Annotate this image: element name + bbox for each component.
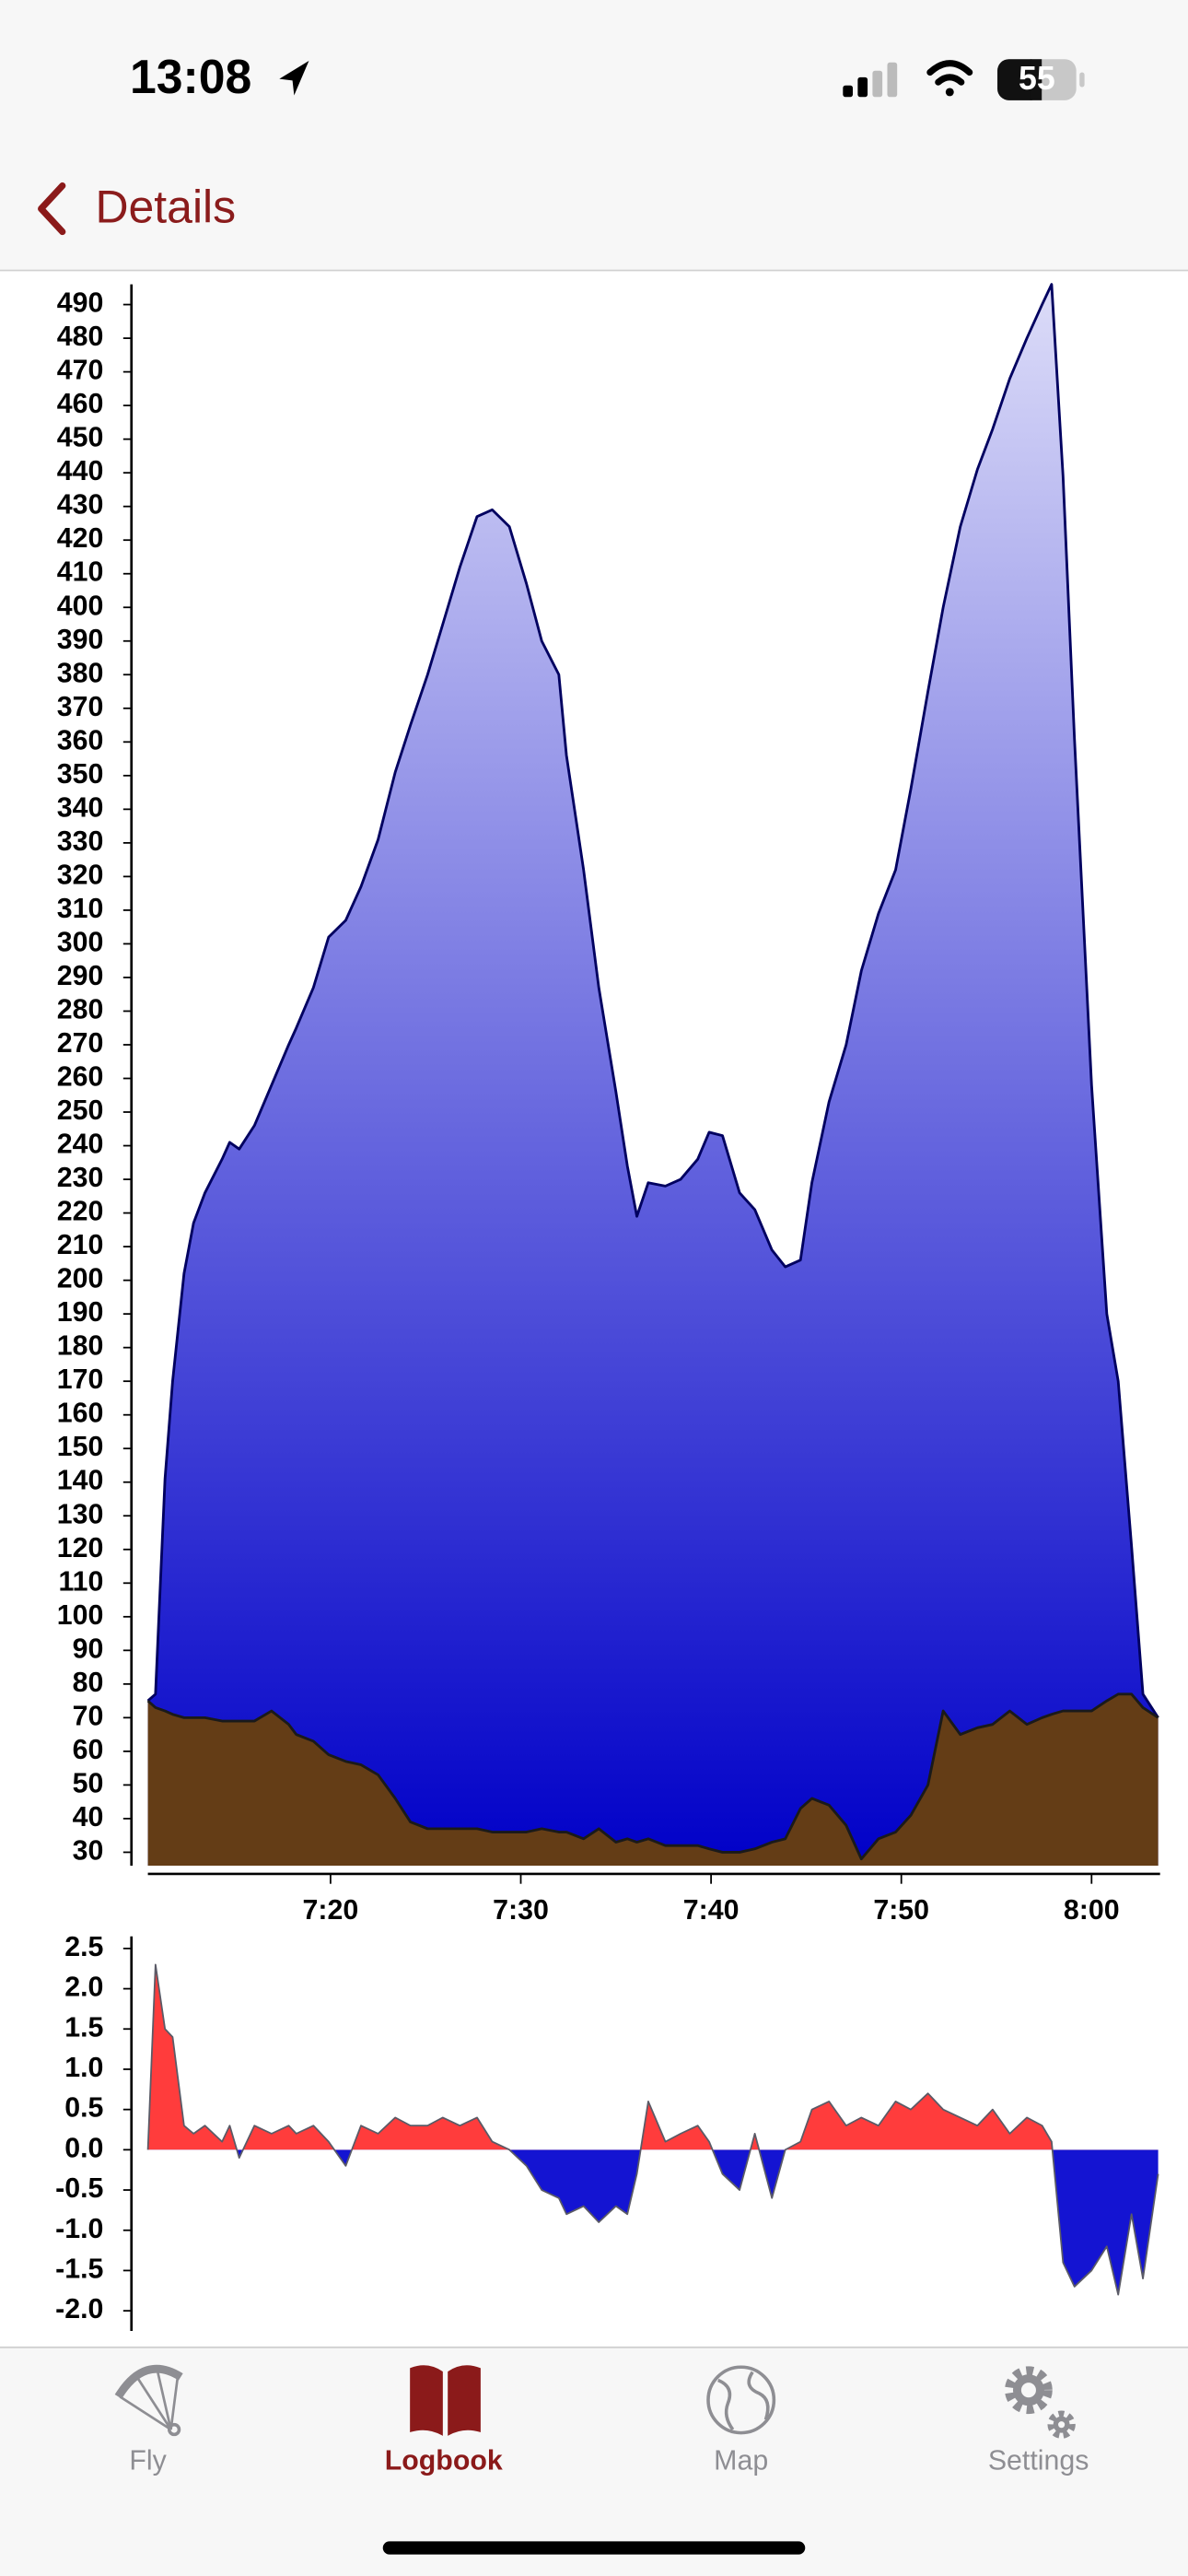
y-tick-label: 2.5: [64, 1932, 103, 1962]
back-chevron: [38, 182, 66, 236]
y-tick-label: 360: [57, 725, 104, 755]
y-tick-label: -1.5: [55, 2254, 103, 2284]
y-tick-label: 230: [57, 1163, 104, 1193]
y-tick-label: 290: [57, 961, 104, 991]
area: [147, 284, 1159, 1867]
y-tick-label: 350: [57, 759, 104, 790]
y-tick-label: 250: [57, 1095, 104, 1126]
y-tick-label: 170: [57, 1364, 104, 1395]
back-button[interactable]: Details: [38, 181, 237, 236]
logbook-icon: [410, 2365, 481, 2436]
y-tick-label: 0.5: [64, 2093, 103, 2124]
y-tick-label: 390: [57, 625, 104, 655]
tab-label[interactable]: Map: [714, 2446, 768, 2476]
signal-icon: [843, 62, 898, 98]
header-background: [0, 0, 1188, 270]
y-tick-label: 420: [57, 523, 104, 554]
y-tick-label: 200: [57, 1264, 104, 1294]
battery-icon: 55: [997, 59, 1085, 100]
tab-bar-background: [0, 2347, 1188, 2576]
y-tick-label: 480: [57, 322, 104, 352]
y-tick-label: 1.5: [64, 2012, 103, 2043]
y-tick-label: 220: [57, 1197, 104, 1227]
y-tick-label: 2.0: [64, 1973, 103, 2003]
back-label[interactable]: Details: [95, 181, 236, 233]
y-tick-label: 270: [57, 1028, 104, 1059]
y-tick-label: 300: [57, 927, 104, 957]
y-tick-label: 80: [73, 1668, 104, 1698]
y-tick-label: 70: [73, 1701, 104, 1731]
y-tick-label: 340: [57, 792, 104, 823]
y-tick-label: 100: [57, 1600, 104, 1631]
y-tick-label: 190: [57, 1297, 104, 1328]
x-tick-label: 7:20: [303, 1895, 359, 1926]
x-tick-label: 7:50: [873, 1895, 929, 1926]
y-tick-label: 240: [57, 1130, 104, 1160]
location-icon: [279, 61, 309, 96]
y-tick-label: 450: [57, 423, 104, 453]
area-outline: [146, 1963, 1159, 2296]
y-tick-label: 30: [73, 1835, 104, 1866]
y-tick-label: 210: [57, 1230, 104, 1260]
x-tick-label: 7:40: [683, 1895, 740, 1926]
y-tick-label: 90: [73, 1633, 104, 1664]
tab-label[interactable]: Logbook: [385, 2446, 503, 2476]
status-time: 13:08: [130, 50, 251, 103]
y-tick-label: 430: [57, 490, 104, 521]
y-tick-label: 1.0: [64, 2053, 103, 2083]
y-tick-label: -1.0: [55, 2214, 103, 2244]
y-tick-label: 310: [57, 894, 104, 924]
x-tick-label: 7:30: [493, 1895, 549, 1926]
y-tick-label: 180: [57, 1331, 104, 1362]
battery-level: 55: [1019, 60, 1055, 97]
y-tick-label: -0.5: [55, 2173, 103, 2204]
y-tick-label: 60: [73, 1735, 104, 1765]
map-icon: [706, 2365, 776, 2435]
wifi-icon: [926, 60, 973, 97]
fly-icon: [114, 2364, 183, 2437]
y-tick-label: 400: [57, 591, 104, 621]
x-tick-label: 8:00: [1064, 1895, 1120, 1926]
settings-icon: [1005, 2366, 1076, 2439]
negative-area: [147, 2149, 1159, 2295]
tab-label[interactable]: Fly: [129, 2446, 167, 2476]
area-outline: [146, 283, 1159, 1719]
area-outline: [146, 1692, 1159, 1861]
y-tick-label: 330: [57, 826, 104, 857]
y-tick-label: 110: [58, 1566, 103, 1597]
y-tick-label: 260: [57, 1062, 104, 1093]
y-tick-label: 140: [57, 1466, 104, 1496]
y-tick-label: 40: [73, 1802, 104, 1832]
y-tick-label: 160: [57, 1399, 104, 1429]
y-tick-label: 50: [73, 1768, 104, 1798]
y-tick-label: 150: [57, 1432, 104, 1462]
y-tick-label: 410: [57, 557, 104, 588]
tab-label[interactable]: Settings: [988, 2446, 1089, 2476]
y-tick-label: 130: [57, 1499, 104, 1529]
y-tick-label: 0.0: [64, 2133, 103, 2163]
y-tick-label: -2.0: [55, 2294, 103, 2324]
home-indicator: [382, 2541, 806, 2555]
y-tick-label: 280: [57, 994, 104, 1025]
y-tick-label: 440: [57, 456, 104, 486]
y-tick-label: 370: [57, 692, 104, 722]
y-tick-label: 380: [57, 658, 104, 688]
y-tick-label: 490: [57, 288, 104, 319]
y-tick-label: 320: [57, 860, 104, 890]
y-tick-label: 470: [57, 356, 104, 386]
y-tick-label: 460: [57, 389, 104, 419]
y-tick-label: 120: [57, 1533, 104, 1563]
